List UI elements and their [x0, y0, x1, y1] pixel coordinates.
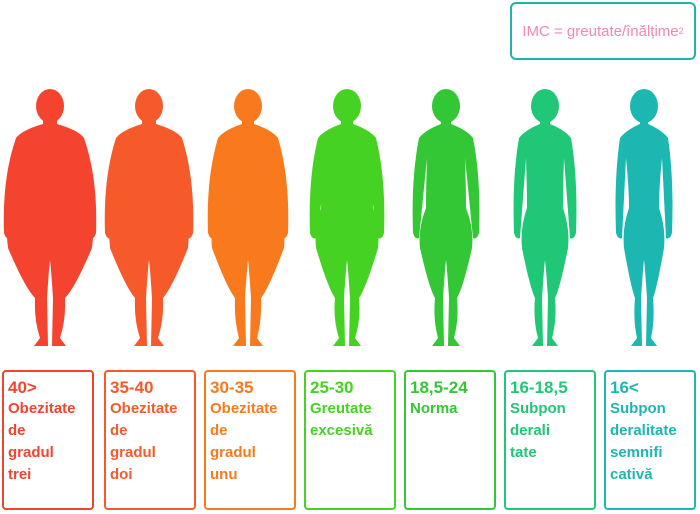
- bmi-category-card: 16< Subpon deralitate semnifi cativă: [604, 370, 696, 510]
- bmi-range: 16-18,5: [510, 378, 568, 397]
- bmi-category-card: 25-30 Greutate excesivă: [304, 370, 396, 510]
- bmi-category-label: Obezitate de gradul doi: [110, 400, 178, 483]
- bmi-category-label: Greutate excesivă: [310, 400, 373, 439]
- bmi-category-card: 30-35 Obezitate de gradul unu: [204, 370, 296, 510]
- body-silhouette-obese3: [0, 88, 100, 350]
- body-silhouette-under: [495, 88, 595, 350]
- bmi-category-label: Obezitate de gradul trei: [8, 400, 76, 483]
- bmi-formula: IMC = greutate/înălțime: [522, 22, 679, 40]
- body-silhouette-obese1: [198, 88, 298, 350]
- bmi-category-card: 18,5-24 Norma: [404, 370, 496, 510]
- bmi-category-label: Obezitate de gradul unu: [210, 400, 278, 483]
- bmi-range: 16<: [610, 378, 639, 397]
- bmi-category-label: Subpon derali tate: [510, 400, 566, 461]
- bmi-category-card: 16-18,5 Subpon derali tate: [504, 370, 596, 510]
- body-silhouette-severe: [594, 88, 694, 350]
- bmi-range: 25-30: [310, 378, 354, 397]
- body-silhouette-over: [297, 88, 397, 350]
- bmi-category-card: 40> Obezitate de gradul trei: [2, 370, 94, 510]
- bmi-formula-exponent: 2: [678, 26, 684, 36]
- body-silhouette-obese2: [99, 88, 199, 350]
- body-silhouette-normal: [396, 88, 496, 350]
- bmi-category-label: Norma: [410, 400, 458, 417]
- bmi-range: 30-35: [210, 378, 254, 397]
- bmi-range: 35-40: [110, 378, 154, 397]
- bmi-formula-box: IMC = greutate/înălțime 2: [510, 2, 696, 60]
- bmi-range: 18,5-24: [410, 378, 468, 397]
- bmi-category-label: Subpon deralitate semnifi cativă: [610, 400, 677, 483]
- bmi-category-card: 35-40 Obezitate de gradul doi: [104, 370, 196, 510]
- bmi-range: 40>: [8, 378, 37, 397]
